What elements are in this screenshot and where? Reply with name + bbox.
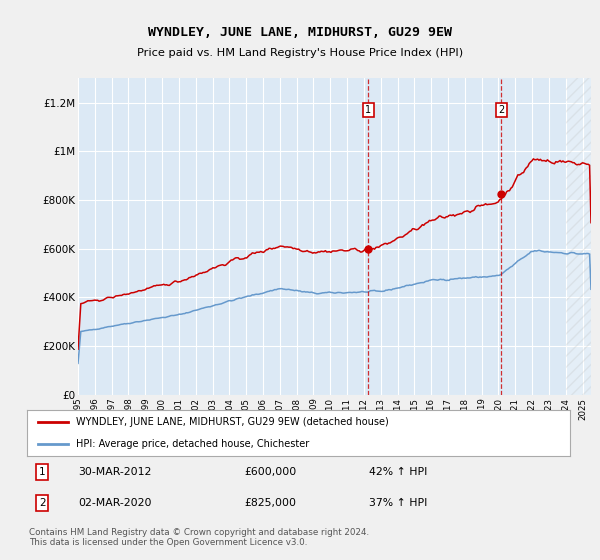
Text: £600,000: £600,000	[244, 467, 296, 477]
Text: 37% ↑ HPI: 37% ↑ HPI	[369, 498, 427, 508]
Text: 30-MAR-2012: 30-MAR-2012	[79, 467, 152, 477]
Text: 42% ↑ HPI: 42% ↑ HPI	[369, 467, 427, 477]
Text: 1: 1	[39, 467, 46, 477]
Text: HPI: Average price, detached house, Chichester: HPI: Average price, detached house, Chic…	[76, 439, 309, 449]
Text: Contains HM Land Registry data © Crown copyright and database right 2024.
This d: Contains HM Land Registry data © Crown c…	[29, 528, 369, 547]
Text: 2: 2	[39, 498, 46, 508]
Text: £825,000: £825,000	[244, 498, 296, 508]
Text: 1: 1	[365, 105, 371, 115]
Text: Price paid vs. HM Land Registry's House Price Index (HPI): Price paid vs. HM Land Registry's House …	[137, 48, 463, 58]
Text: 02-MAR-2020: 02-MAR-2020	[79, 498, 152, 508]
Text: 2: 2	[498, 105, 505, 115]
Text: WYNDLEY, JUNE LANE, MIDHURST, GU29 9EW: WYNDLEY, JUNE LANE, MIDHURST, GU29 9EW	[148, 26, 452, 39]
Bar	[566, 78, 591, 395]
Text: WYNDLEY, JUNE LANE, MIDHURST, GU29 9EW (detached house): WYNDLEY, JUNE LANE, MIDHURST, GU29 9EW (…	[76, 417, 389, 427]
